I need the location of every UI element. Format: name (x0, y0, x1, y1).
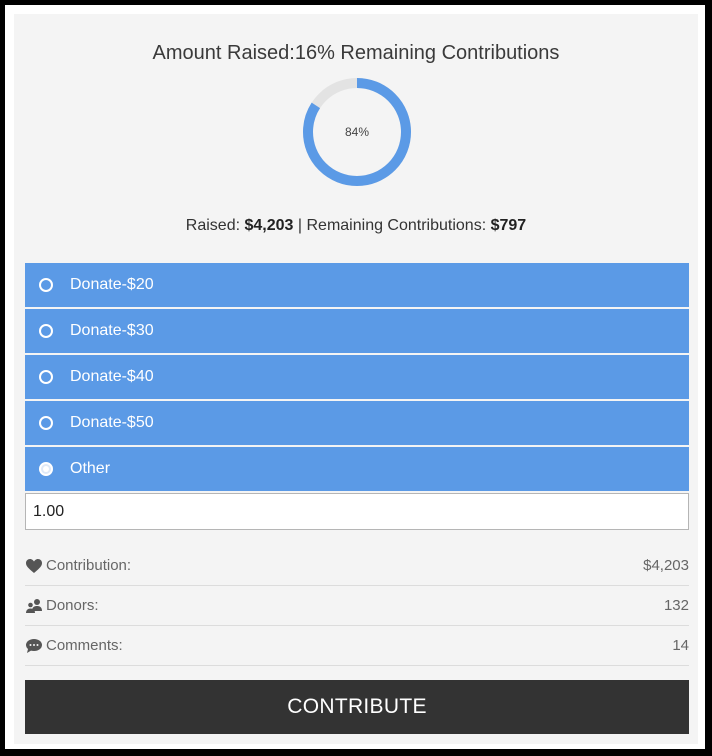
raised-value: $4,203 (244, 217, 294, 234)
stats-list: Contribution: $4,203 Donors: 132 (25, 546, 689, 666)
remaining-value: $797 (490, 217, 527, 234)
page-title: Amount Raised:16% Remaining Contribution… (152, 42, 560, 64)
radio-button-selected[interactable] (39, 462, 53, 476)
option-label: Other (70, 460, 111, 477)
widget-frame: Amount Raised:16% Remaining Contribution… (5, 5, 705, 749)
users-icon (26, 598, 42, 613)
option-label: Donate-$50 (70, 414, 154, 431)
comment-icon (26, 638, 42, 653)
raised-summary: Raised: $4,203 | Remaining Contributions… (14, 217, 698, 235)
donation-options: Donate-$20 Donate-$30 Donate-$40 Donate-… (25, 263, 689, 493)
radio-button[interactable] (39, 278, 53, 292)
radio-button[interactable] (39, 416, 53, 430)
progress-percent-label: 84% (345, 125, 369, 139)
option-donate-20[interactable]: Donate-$20 (25, 263, 689, 307)
radio-button[interactable] (39, 370, 53, 384)
progress-fill (303, 78, 411, 186)
stat-donors: Donors: 132 (25, 586, 689, 626)
stat-label: Donors: (46, 597, 99, 614)
stat-value: $4,203 (643, 557, 689, 574)
option-donate-40[interactable]: Donate-$40 (25, 355, 689, 399)
option-label: Donate-$40 (70, 368, 154, 385)
contribute-button[interactable]: CONTRIBUTE (25, 680, 689, 734)
progress-donut: 84% (303, 78, 411, 186)
raised-label: Raised: (185, 217, 241, 234)
stat-value: 14 (672, 637, 689, 654)
heart-icon (26, 558, 42, 573)
stat-comments: Comments: 14 (25, 626, 689, 666)
remaining-label: Remaining Contributions: (306, 217, 487, 234)
option-donate-30[interactable]: Donate-$30 (25, 309, 689, 353)
stat-label: Contribution: (46, 557, 132, 574)
option-label: Donate-$30 (70, 322, 154, 339)
option-label: Donate-$20 (70, 276, 154, 293)
stat-label: Comments: (46, 637, 123, 654)
stat-value: 132 (663, 597, 689, 614)
donation-panel: Amount Raised:16% Remaining Contribution… (14, 14, 698, 744)
summary-separator: | (297, 217, 303, 234)
option-other[interactable]: Other (25, 447, 689, 491)
radio-button[interactable] (39, 324, 53, 338)
stat-contribution: Contribution: $4,203 (25, 546, 689, 586)
amount-input[interactable] (25, 493, 689, 530)
option-donate-50[interactable]: Donate-$50 (25, 401, 689, 445)
